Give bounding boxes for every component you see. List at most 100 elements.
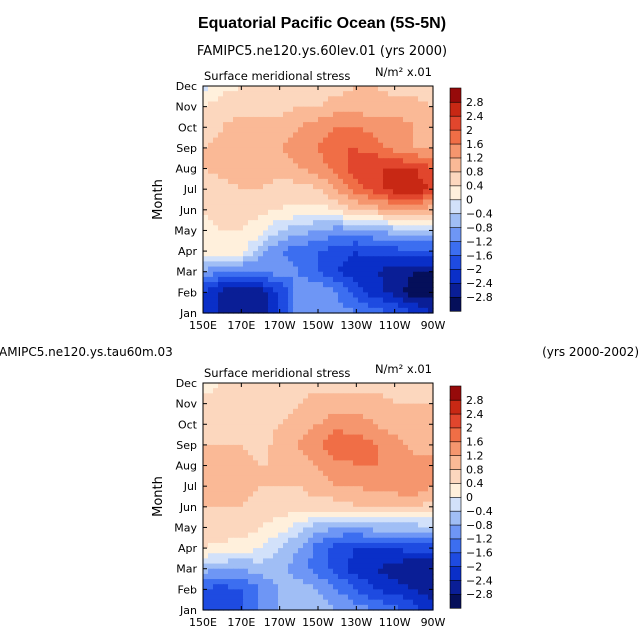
colorbar-label: −2.4 bbox=[466, 574, 493, 587]
field-cell bbox=[393, 455, 399, 461]
field-cell bbox=[413, 256, 419, 263]
field-cell bbox=[363, 465, 369, 472]
field-cell bbox=[348, 282, 354, 288]
field-cell bbox=[213, 163, 219, 170]
field-cell bbox=[248, 496, 254, 503]
field-cell bbox=[378, 86, 384, 92]
field-cell bbox=[228, 240, 234, 247]
field-cell bbox=[358, 584, 364, 590]
field-cell bbox=[238, 481, 244, 487]
field-cell bbox=[223, 589, 229, 596]
field-cell bbox=[288, 460, 294, 467]
field-cell bbox=[363, 132, 369, 139]
field-cell bbox=[373, 522, 379, 529]
field-cell bbox=[223, 184, 229, 190]
field-cell bbox=[418, 439, 424, 446]
field-cell bbox=[363, 86, 369, 92]
field-cell bbox=[323, 604, 329, 611]
field-cell bbox=[343, 408, 349, 415]
y-tick-label: Aug bbox=[176, 460, 197, 473]
field-cell bbox=[218, 599, 224, 606]
field-cell bbox=[243, 501, 249, 508]
field-cell bbox=[403, 594, 409, 601]
field-cell bbox=[363, 292, 369, 299]
field-cell bbox=[238, 491, 244, 498]
field-cell bbox=[398, 475, 404, 482]
field-cell bbox=[398, 282, 404, 288]
field-cell bbox=[378, 563, 384, 570]
field-cell bbox=[268, 106, 274, 113]
field-cell bbox=[348, 393, 354, 400]
field-cell bbox=[238, 271, 244, 278]
field-cell bbox=[313, 558, 319, 565]
field-cell bbox=[223, 542, 229, 549]
field-cell bbox=[383, 209, 389, 216]
field-cell bbox=[318, 398, 324, 405]
field-cell bbox=[243, 168, 249, 175]
field-cell bbox=[268, 184, 274, 190]
field-cell bbox=[363, 137, 369, 144]
field-cell bbox=[338, 584, 344, 590]
field-cell bbox=[333, 558, 339, 565]
field-cell bbox=[283, 434, 289, 441]
field-cell bbox=[248, 413, 254, 420]
field-cell bbox=[363, 261, 369, 268]
field-cell bbox=[373, 230, 379, 237]
field-cell bbox=[403, 439, 409, 446]
field-cell bbox=[258, 168, 264, 175]
field-cell bbox=[418, 199, 424, 206]
colorbar-label: −1.2 bbox=[466, 235, 493, 248]
field-cell bbox=[283, 558, 289, 565]
field-cell bbox=[413, 383, 419, 389]
field-cell bbox=[268, 450, 274, 456]
field-cell bbox=[428, 599, 434, 606]
field-cell bbox=[238, 511, 244, 518]
field-cell bbox=[298, 256, 304, 263]
field-cell bbox=[283, 460, 289, 467]
field-cell bbox=[358, 403, 364, 410]
field-cell bbox=[203, 558, 209, 565]
field-cell bbox=[233, 388, 239, 394]
field-cell bbox=[378, 491, 384, 498]
field-cell bbox=[348, 204, 354, 211]
field-cell bbox=[388, 173, 394, 180]
field-cell bbox=[408, 434, 414, 441]
field-cell bbox=[408, 429, 414, 436]
field-cell bbox=[223, 256, 229, 263]
field-cell bbox=[213, 594, 219, 601]
field-cell bbox=[318, 189, 324, 195]
field-cell bbox=[233, 86, 239, 92]
field-cell bbox=[248, 548, 254, 554]
field-cell bbox=[388, 132, 394, 139]
field-cell bbox=[278, 537, 284, 544]
field-cell bbox=[358, 168, 364, 175]
field-cell bbox=[333, 465, 339, 472]
field-cell bbox=[423, 398, 429, 405]
field-cell bbox=[233, 173, 239, 180]
y-tick-label: Oct bbox=[178, 121, 198, 134]
field-cell bbox=[238, 573, 244, 580]
field-cell bbox=[393, 194, 399, 201]
field-cell bbox=[298, 470, 304, 477]
field-cell bbox=[283, 599, 289, 606]
field-cell bbox=[398, 496, 404, 503]
field-cell bbox=[233, 599, 239, 606]
colorbar-swatch bbox=[449, 213, 462, 228]
field-cell bbox=[333, 158, 339, 164]
field-cell bbox=[368, 184, 374, 190]
field-cell bbox=[413, 486, 419, 492]
colorbar-label: −1.6 bbox=[466, 547, 493, 560]
field-cell bbox=[233, 563, 239, 570]
field-cell bbox=[273, 563, 279, 570]
field-cell bbox=[368, 403, 374, 410]
field-cell bbox=[323, 506, 329, 513]
field-cell bbox=[298, 204, 304, 211]
field-cell bbox=[353, 388, 359, 394]
field-cell bbox=[313, 256, 319, 263]
field-cell bbox=[393, 225, 399, 232]
field-cell bbox=[398, 501, 404, 508]
field-cell bbox=[273, 235, 279, 242]
field-cell bbox=[298, 111, 304, 118]
field-cell bbox=[238, 553, 244, 560]
field-cell bbox=[413, 132, 419, 139]
